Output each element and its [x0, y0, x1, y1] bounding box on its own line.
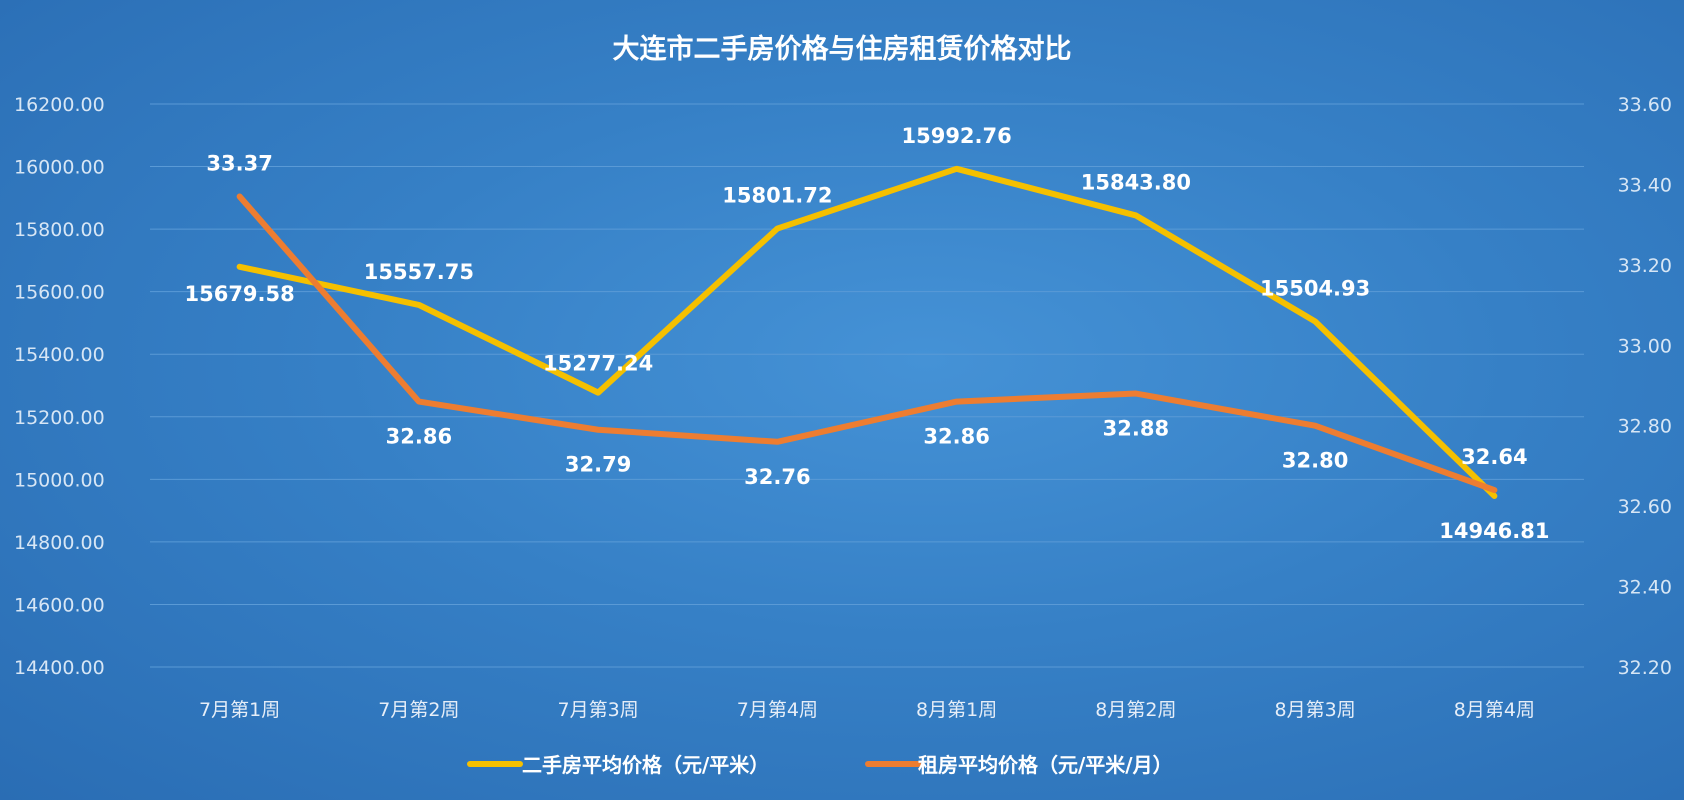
left-tick-label: 14400.00: [14, 657, 105, 679]
data-label: 32.79: [565, 453, 631, 477]
left-tick-label: 16000.00: [14, 157, 105, 179]
data-label: 32.86: [923, 425, 989, 449]
data-label: 32.64: [1461, 445, 1527, 469]
chart-title: 大连市二手房价格与住房租赁价格对比: [613, 33, 1072, 65]
right-tick-label: 33.40: [1618, 174, 1672, 196]
legend-rent: 租房平均价格（元/平米/月）: [918, 753, 1173, 777]
x-tick-label: 8月第3周: [1275, 699, 1356, 721]
data-label: 14946.81: [1439, 519, 1549, 543]
left-tick-label: 15800.00: [14, 219, 105, 241]
data-label: 33.37: [206, 151, 272, 175]
x-tick-label: 8月第4周: [1454, 699, 1535, 721]
data-label: 32.80: [1282, 449, 1348, 473]
data-label: 15277.24: [543, 352, 653, 376]
right-tick-label: 33.60: [1618, 94, 1672, 116]
left-tick-label: 15600.00: [14, 282, 105, 304]
data-labels: 15679.58 15557.75 15277.24 15801.72 15992.76…: [184, 124, 1549, 543]
data-label: 15557.75: [364, 260, 474, 284]
x-tick-label: 7月第3周: [558, 699, 639, 721]
x-tick-label: 8月第2周: [1095, 699, 1176, 721]
legend-secondhand: 二手房平均价格（元/平米）: [522, 753, 769, 777]
left-axis-ticks: 14400.00 14600.00 14800.00 15000.00 15200.00…: [14, 94, 105, 679]
data-label: 32.76: [744, 465, 810, 489]
right-tick-label: 32.20: [1618, 657, 1672, 679]
right-axis-ticks: 32.20 32.40 32.60 32.80 33.00 33.20 33.40 33.60: [1618, 94, 1672, 679]
data-label: 15992.76: [901, 124, 1011, 148]
x-tick-label: 7月第4周: [737, 699, 818, 721]
left-tick-label: 16200.00: [14, 94, 105, 116]
right-tick-label: 32.40: [1618, 577, 1672, 599]
left-tick-label: 15400.00: [14, 344, 105, 366]
data-label: 32.86: [386, 425, 452, 449]
right-tick-label: 32.60: [1618, 496, 1672, 518]
right-tick-label: 33.20: [1618, 255, 1672, 277]
series-lines: [236, 165, 1498, 499]
data-label: 15679.58: [184, 282, 294, 306]
left-tick-label: 15000.00: [14, 469, 105, 491]
data-label: 32.88: [1103, 417, 1169, 441]
series-line-0: [236, 165, 1498, 499]
series-line-1: [236, 193, 1498, 494]
x-tick-label: 7月第2周: [378, 699, 459, 721]
right-tick-label: 32.80: [1618, 416, 1672, 438]
left-tick-label: 14800.00: [14, 532, 105, 554]
right-tick-label: 33.00: [1618, 335, 1672, 357]
data-label: 15504.93: [1260, 276, 1370, 300]
legend: 二手房平均价格（元/平米） 租房平均价格（元/平米/月）: [467, 753, 1173, 777]
x-tick-label: 8月第1周: [916, 699, 997, 721]
left-tick-label: 15200.00: [14, 407, 105, 429]
x-axis-labels: 7月第1周 7月第2周 7月第3周 7月第4周 8月第1周 8月第2周 8月第3周 8月第4周: [199, 699, 1535, 721]
x-tick-label: 7月第1周: [199, 699, 280, 721]
data-label: 15801.72: [722, 184, 832, 208]
gridlines: [150, 103, 1584, 668]
data-label: 15843.80: [1081, 170, 1191, 194]
left-tick-label: 14600.00: [14, 594, 105, 616]
